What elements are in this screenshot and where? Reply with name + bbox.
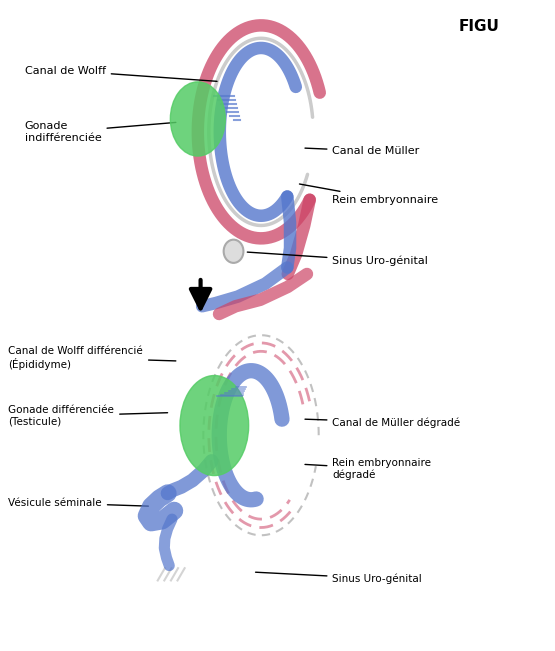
Text: Canal de Wolff: Canal de Wolff: [25, 66, 217, 81]
Text: Canal de Müller dégradé: Canal de Müller dégradé: [305, 417, 461, 428]
Text: Sinus Uro-génital: Sinus Uro-génital: [255, 572, 422, 584]
Ellipse shape: [170, 82, 225, 156]
Text: Vésicule séminale: Vésicule séminale: [8, 498, 148, 508]
Text: Gonade différenciée
(Testicule): Gonade différenciée (Testicule): [8, 405, 168, 426]
Text: Gonade
indifférenciée: Gonade indifférenciée: [25, 121, 176, 143]
Text: Canal de Wolff différencié
(Épididyme): Canal de Wolff différencié (Épididyme): [8, 346, 176, 370]
Text: Sinus Uro-génital: Sinus Uro-génital: [248, 252, 428, 266]
Text: Rein embryonnaire: Rein embryonnaire: [300, 184, 438, 204]
Text: Rein embryonnaire
dégradé: Rein embryonnaire dégradé: [305, 458, 431, 480]
Text: Canal de Müller: Canal de Müller: [305, 146, 420, 156]
Circle shape: [224, 240, 244, 263]
Ellipse shape: [180, 376, 249, 476]
Text: FIGU: FIGU: [459, 19, 500, 34]
